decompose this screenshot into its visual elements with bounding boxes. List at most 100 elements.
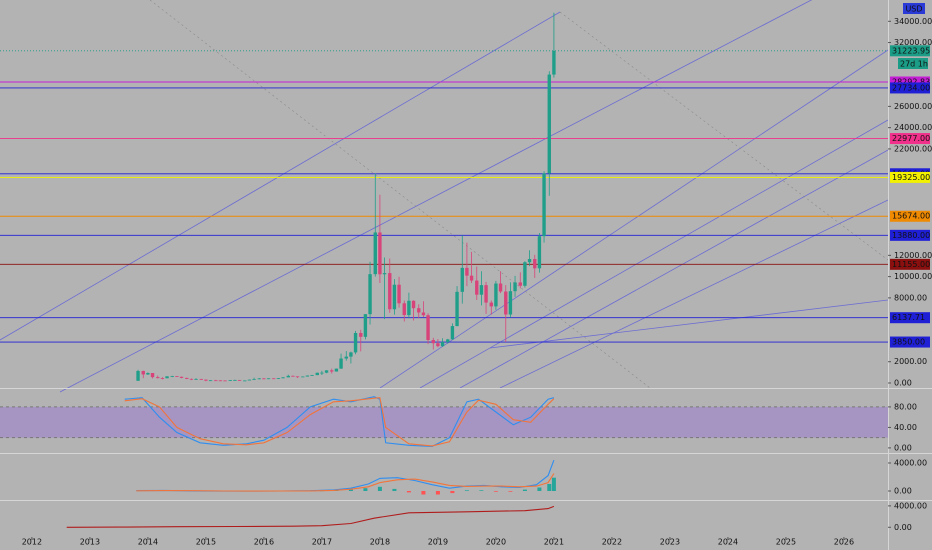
candle-body	[465, 267, 469, 276]
candle-body	[363, 314, 368, 337]
candle-body	[475, 280, 479, 295]
x-tick-label: 2017	[312, 538, 332, 547]
histogram-bar	[537, 487, 542, 491]
candle-body	[388, 273, 392, 310]
candle-body	[446, 339, 450, 343]
candle-body	[324, 370, 329, 373]
trend-lines	[0, 0, 889, 393]
x-tick-label: 2026	[834, 538, 854, 547]
x-tick-label: 2013	[80, 538, 100, 547]
candle-body	[276, 378, 281, 380]
candle-body	[547, 74, 551, 174]
countdown-label: 27d 1h	[900, 60, 928, 69]
price-level-tag	[890, 229, 930, 241]
candle-body	[301, 376, 305, 378]
candle-body	[339, 358, 343, 369]
candle-body	[257, 378, 261, 380]
y-tick-label: 32000.00	[894, 38, 932, 47]
candle-body	[291, 375, 295, 377]
trend-line	[489, 299, 889, 349]
candle-body	[479, 285, 484, 295]
series-line	[124, 397, 555, 447]
x-tick-label: 2023	[660, 538, 680, 547]
y-tick-label: 12000.00	[894, 251, 932, 260]
candle-body	[392, 284, 397, 310]
candle-body	[233, 379, 237, 381]
price-level-tag	[890, 171, 930, 183]
price-level-label: 15674.00	[892, 212, 930, 221]
candle-body	[353, 332, 358, 353]
candle-body	[440, 342, 445, 347]
candle-body	[431, 340, 435, 344]
x-tick-label: 2019	[428, 538, 448, 547]
candle-body	[156, 377, 160, 379]
band	[0, 406, 888, 438]
candle-body	[436, 343, 440, 347]
x-tick-label: 2018	[370, 538, 390, 547]
y-tick-label: 34000.00	[894, 17, 932, 26]
candle-body	[494, 283, 498, 307]
price-level-tag	[890, 133, 930, 145]
x-tick-label: 2012	[22, 538, 42, 547]
candle-body	[460, 267, 464, 292]
price-level-tag	[890, 336, 930, 348]
histogram-bar	[435, 490, 440, 495]
y-tick-label: 8000.00	[894, 293, 927, 302]
series-line	[124, 396, 555, 447]
candle-body	[252, 378, 256, 380]
y-tick-label: 0.00	[894, 523, 912, 532]
candle-body	[489, 302, 493, 307]
candle-body	[402, 303, 406, 316]
histogram-bar	[450, 490, 455, 494]
trend-line	[59, 0, 813, 393]
x-tick-label: 2014	[138, 538, 158, 547]
histogram-bar	[479, 490, 484, 491]
candle-body	[199, 378, 203, 380]
candle-body	[141, 370, 145, 375]
histogram-bar	[406, 490, 411, 493]
candle-body	[189, 378, 194, 380]
price-level-tag	[890, 76, 930, 88]
histogram-bar	[392, 488, 397, 491]
candle-body	[266, 378, 271, 380]
candle-body	[537, 236, 542, 269]
candle-body	[469, 275, 474, 281]
y-tick-label: 24000.00	[894, 123, 932, 132]
candle-body	[286, 375, 290, 378]
candle-body	[315, 372, 319, 376]
candle-body	[523, 262, 527, 286]
candle-body	[310, 375, 314, 376]
fib-line	[559, 11, 889, 261]
histogram-bar	[493, 490, 498, 492]
candle-body	[349, 352, 353, 357]
price-level-tag	[890, 82, 930, 94]
histogram-bar	[508, 490, 513, 492]
histogram-bar	[363, 488, 368, 491]
candle-body	[179, 376, 184, 378]
candle-body	[218, 380, 223, 382]
x-tick-label: 2020	[486, 538, 506, 547]
price-level-label: 28292.83	[892, 77, 930, 86]
x-tick-label: 2016	[254, 538, 274, 547]
candle-body	[165, 376, 169, 379]
histogram-bar	[348, 489, 353, 491]
price-level-tag	[890, 45, 930, 57]
histogram-bar	[551, 477, 556, 491]
fib-line	[149, 0, 651, 389]
candle-body	[194, 378, 198, 380]
y-tick-label: 10000.00	[894, 272, 932, 281]
price-level-label: 13880.00	[892, 231, 930, 240]
y-tick-label: 0.00	[894, 486, 912, 495]
countdown-tag	[898, 58, 928, 69]
series-line	[136, 473, 555, 492]
currency-tag	[903, 3, 925, 14]
y-tick-label: 0.00	[894, 378, 912, 387]
candle-body	[542, 173, 546, 237]
price-level-label: 6137.71	[892, 313, 925, 322]
y-tick-label: 4000.00	[894, 458, 927, 467]
candle-body	[533, 259, 537, 269]
x-tick-label: 2024	[718, 538, 738, 547]
candle-body	[518, 282, 522, 286]
candle-body	[373, 232, 377, 275]
